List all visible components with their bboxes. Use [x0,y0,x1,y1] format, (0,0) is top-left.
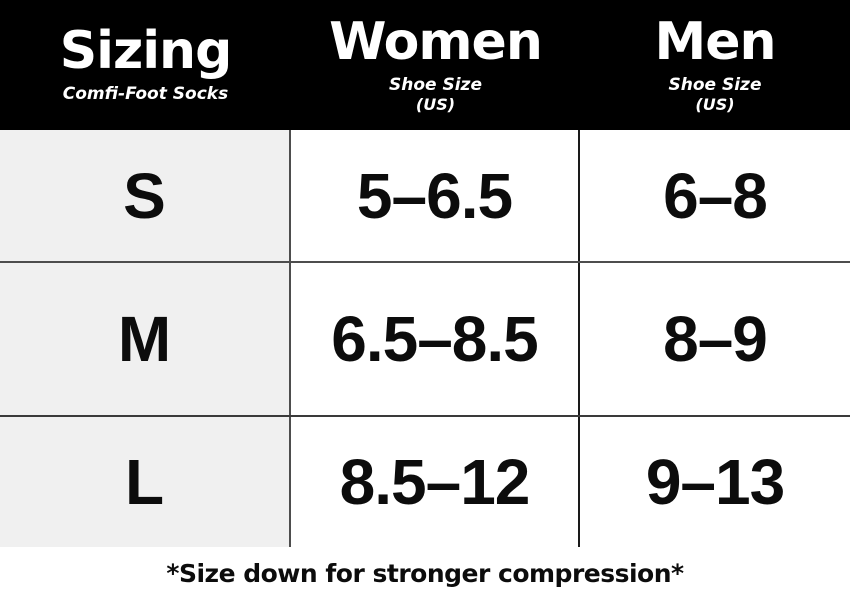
column-subtitle-women-line1: Shoe Size [389,74,482,95]
men-value-cell: 8–9 [580,263,850,415]
compression-footnote: *Size down for stronger compression* [166,559,684,588]
header-cell-sizing: Sizing Comfi-Foot Socks [0,0,291,130]
brand-subtitle: Comfi-Foot Socks [62,84,229,105]
column-title-women: Women [329,11,543,72]
table-row: L 8.5–12 9–13 [0,417,850,547]
table-row: S 5–6.5 6–8 [0,130,850,263]
table-row: M 6.5–8.5 8–9 [0,263,850,417]
table-header: Sizing Comfi-Foot Socks Women Shoe Size … [0,0,850,130]
page-title: Sizing [59,21,233,82]
size-label-cell: M [0,263,291,415]
header-cell-men: Men Shoe Size (US) [580,0,850,130]
women-value-cell: 6.5–8.5 [291,263,580,415]
column-title-men: Men [654,11,776,72]
size-label-cell: S [0,130,291,261]
men-value-cell: 6–8 [580,130,850,261]
women-value-cell: 8.5–12 [291,417,580,547]
column-subtitle-men-line2: (US) [695,95,735,115]
size-label-cell: L [0,417,291,547]
women-value-cell: 5–6.5 [291,130,580,261]
column-subtitle-men-line1: Shoe Size [668,74,762,95]
men-value-cell: 9–13 [580,417,850,547]
header-cell-women: Women Shoe Size (US) [291,0,580,130]
column-subtitle-women-line2: (US) [415,95,456,115]
